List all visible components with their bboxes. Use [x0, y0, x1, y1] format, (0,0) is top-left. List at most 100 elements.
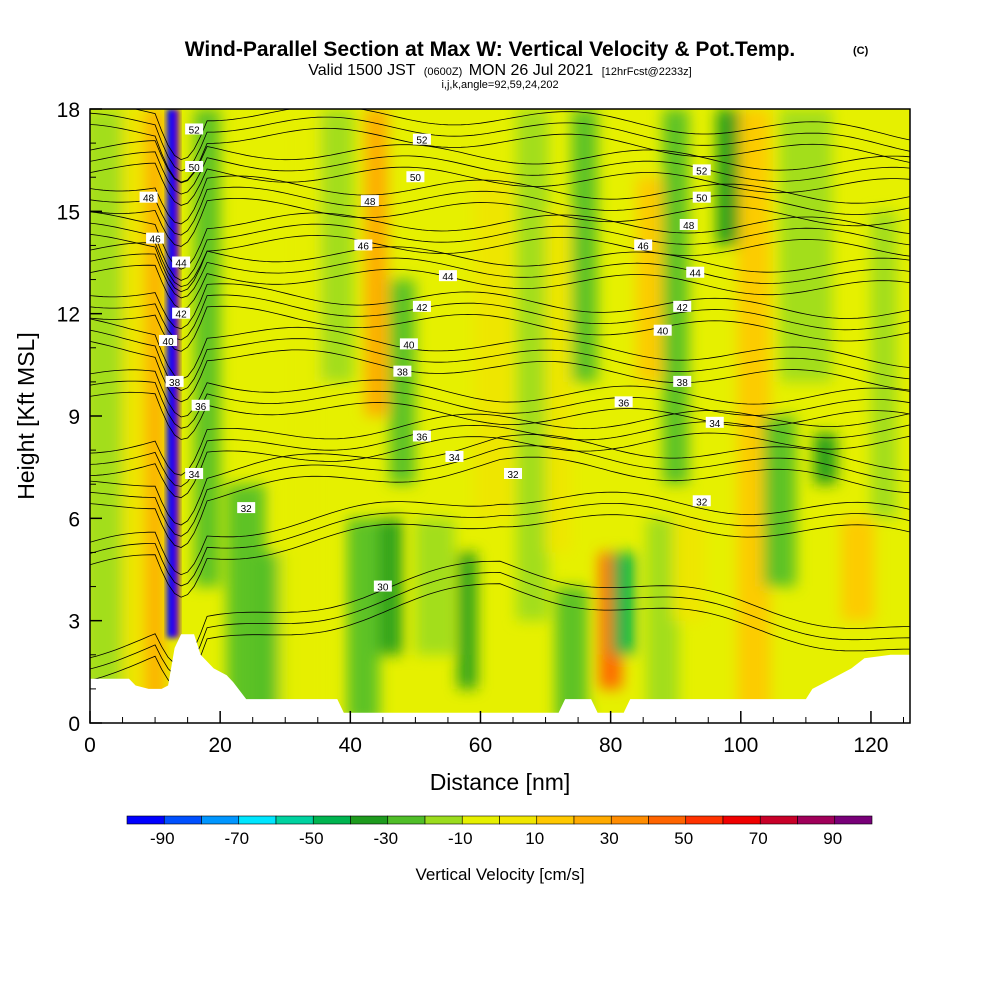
contour-label-text: 34 [449, 453, 461, 464]
colorbar-tick-label: -10 [448, 829, 473, 848]
valid-utc: (0600Z) [424, 66, 463, 78]
chart-title: Wind-Parallel Section at Max W: Vertical… [185, 38, 796, 61]
contour-label-text: 52 [189, 125, 201, 136]
x-tick-label: 100 [723, 734, 758, 757]
colorbar-swatch [424, 815, 463, 825]
indices-line: i,j,k,angle=92,59,24,202 [441, 79, 558, 91]
contour-label-text: 50 [189, 163, 201, 174]
contour-label-text: 42 [677, 303, 689, 314]
contour-label-text: 42 [416, 303, 428, 314]
contour-label: 38 [393, 365, 412, 379]
contour-label-text: 44 [690, 269, 702, 280]
contour-label: 52 [185, 123, 204, 136]
contour-label-text: 48 [683, 221, 695, 232]
contour-label-text: 44 [442, 272, 454, 283]
colorbar-swatch [685, 815, 724, 825]
x-axis: 0 20 40 60 80 100 120 [84, 711, 904, 757]
contour-label-text: 38 [169, 378, 181, 389]
contour-label: 38 [673, 375, 692, 389]
contour-label: 32 [504, 467, 523, 481]
contour-label: 36 [614, 396, 633, 409]
colorbar-tick-label: -90 [150, 829, 175, 848]
contour-label: 42 [673, 300, 692, 314]
x-tick-label: 40 [339, 734, 362, 757]
contour-label: 44 [438, 270, 457, 283]
terrain-mask [90, 634, 910, 723]
contour-label-text: 38 [397, 368, 409, 379]
contour-label-text: 52 [416, 136, 428, 147]
contour-label: 40 [399, 338, 418, 351]
contour-label: 36 [412, 430, 431, 443]
contour-label-text: 36 [618, 398, 630, 409]
contour-label: 38 [165, 375, 184, 389]
contour-label: 44 [686, 266, 705, 280]
potential-temperature-contours [90, 109, 910, 688]
contour-label-text: 32 [507, 470, 519, 481]
contour-label-text: 32 [696, 497, 708, 508]
x-tick-label: 20 [208, 734, 231, 757]
contour-label-text: 34 [189, 470, 201, 481]
chart-subtitle: Valid 1500 JST (0600Z) MON 26 Jul 2021 [… [308, 62, 691, 79]
y-tick-label: 12 [57, 304, 80, 327]
colorbar-swatch [350, 815, 389, 825]
contour-label: 48 [139, 191, 158, 205]
contour-label-text: 50 [410, 173, 422, 184]
contour-label-text: 38 [677, 378, 689, 389]
colorbar-tick-label: 50 [674, 829, 693, 848]
colorbar-swatch [238, 815, 277, 825]
contour-label: 34 [185, 467, 204, 481]
x-tick-label: 60 [469, 734, 492, 757]
colorbar-swatch [201, 815, 240, 825]
colorbar-swatch [759, 815, 798, 825]
y-tick-label: 18 [57, 99, 80, 122]
colorbar-swatch [163, 815, 202, 825]
contour-label-text: 30 [377, 583, 389, 594]
colorbar-tick-label: -50 [299, 829, 324, 848]
colorbar-swatch [499, 815, 538, 825]
colorbar-tick-label: 70 [749, 829, 768, 848]
colorbar-swatch [834, 815, 873, 825]
y-tick-label: 6 [68, 508, 80, 531]
contour-label-text: 34 [709, 419, 721, 430]
contour-label: 32 [237, 502, 256, 515]
contour-label-text: 52 [696, 166, 708, 177]
copyright-mark: (C) [853, 45, 869, 57]
contour-label: 50 [406, 171, 425, 184]
y-axis: 0 3 6 9 12 15 18 [57, 99, 102, 736]
contour-label: 46 [354, 239, 373, 252]
x-tick-label: 120 [853, 734, 888, 757]
contour-label: 50 [185, 160, 204, 174]
contour-label-text: 36 [416, 432, 428, 443]
colorbar-swatch [648, 815, 687, 825]
contour-label-text: 48 [364, 197, 376, 208]
contour-label-text: 40 [657, 327, 669, 338]
colorbar-label: Vertical Velocity [cm/s] [415, 865, 584, 884]
y-tick-label: 3 [68, 611, 80, 634]
contour-label-text: 46 [150, 235, 162, 246]
colorbar-swatch [610, 815, 649, 825]
contour-label: 42 [412, 300, 431, 314]
y-axis-label: Height [Kft MSL] [13, 332, 39, 499]
colorbar-swatch [461, 815, 500, 825]
contour-label: 32 [692, 495, 711, 508]
contour-label-text: 46 [358, 241, 370, 252]
colorbar-swatch [387, 815, 426, 825]
contour-label-text: 40 [163, 337, 175, 348]
colorbar-tick-label: -70 [224, 829, 249, 848]
colorbar-tick-label: -30 [373, 829, 398, 848]
valid-prefix: Valid 1500 JST [308, 62, 416, 79]
contour-label: 52 [412, 133, 431, 147]
x-tick-label: 80 [599, 734, 622, 757]
contour-label: 34 [445, 450, 464, 464]
contour-label: 44 [172, 256, 191, 270]
contour-label-text: 48 [143, 194, 155, 205]
contour-label: 46 [146, 232, 165, 246]
colorbar: -90 -70 -50 -30 -10 10 30 50 70 90 [126, 815, 873, 848]
contour-label: 52 [692, 164, 711, 177]
contour-label-text: 42 [176, 310, 188, 321]
contour-label-text: 40 [403, 340, 415, 351]
contour-label: 30 [373, 580, 392, 594]
y-tick-label: 9 [68, 406, 80, 429]
x-axis-label: Distance [nm] [430, 769, 571, 795]
